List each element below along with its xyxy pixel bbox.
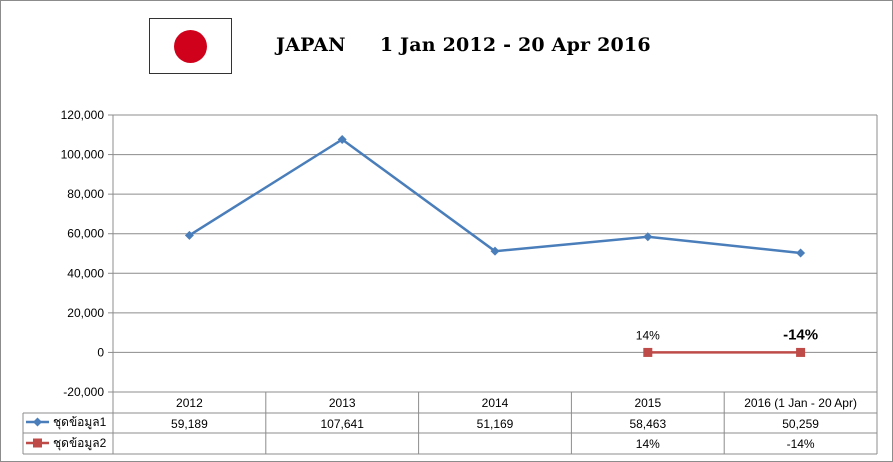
x-category-label: 2015 (634, 396, 661, 410)
page-title: JAPAN 1 Jan 2012 - 20 Apr 2016 (276, 34, 651, 56)
y-tick-label: 120,000 (61, 108, 105, 122)
table-cell-value: 14% (636, 437, 660, 451)
data-point (184, 230, 194, 240)
legend-series-name: ชุดข้อมูล2 (53, 436, 107, 451)
legend-series-name: ชุดข้อมูล1 (53, 415, 107, 430)
x-category-label: 2016 (1 Jan - 20 Apr) (744, 396, 857, 410)
data-label: 14% (636, 328, 660, 342)
data-point (643, 347, 653, 357)
y-tick-label: 60,000 (67, 227, 104, 241)
table-cell-value: -14% (787, 437, 815, 451)
data-point (796, 347, 806, 357)
data-point (490, 246, 500, 256)
table-cell-value: 58,463 (629, 417, 666, 431)
data-label: -14% (783, 326, 818, 343)
table-cell-value: 50,259 (782, 417, 819, 431)
legend-marker (33, 438, 42, 448)
data-point (337, 134, 347, 144)
series-line (188, 137, 801, 255)
y-tick-label: 20,000 (67, 306, 104, 320)
flag-red-disc (174, 30, 207, 63)
x-category-label: 2012 (176, 396, 203, 410)
y-tick-label: 100,000 (61, 148, 105, 162)
y-tick-label: -20,000 (63, 385, 104, 399)
y-tick-label: 80,000 (67, 187, 104, 201)
data-point (643, 232, 653, 242)
y-tick-label: 40,000 (67, 266, 104, 280)
table-cell-value: 59,189 (171, 417, 208, 431)
table-cell-value: 51,169 (477, 417, 514, 431)
x-category-label: 2014 (482, 396, 509, 410)
table-cell-value: 107,641 (321, 417, 365, 431)
japan-flag-icon (149, 18, 232, 74)
data-point (796, 248, 806, 258)
y-tick-label: 0 (97, 345, 104, 359)
legend-marker (33, 417, 42, 427)
x-category-label: 2013 (329, 396, 356, 410)
